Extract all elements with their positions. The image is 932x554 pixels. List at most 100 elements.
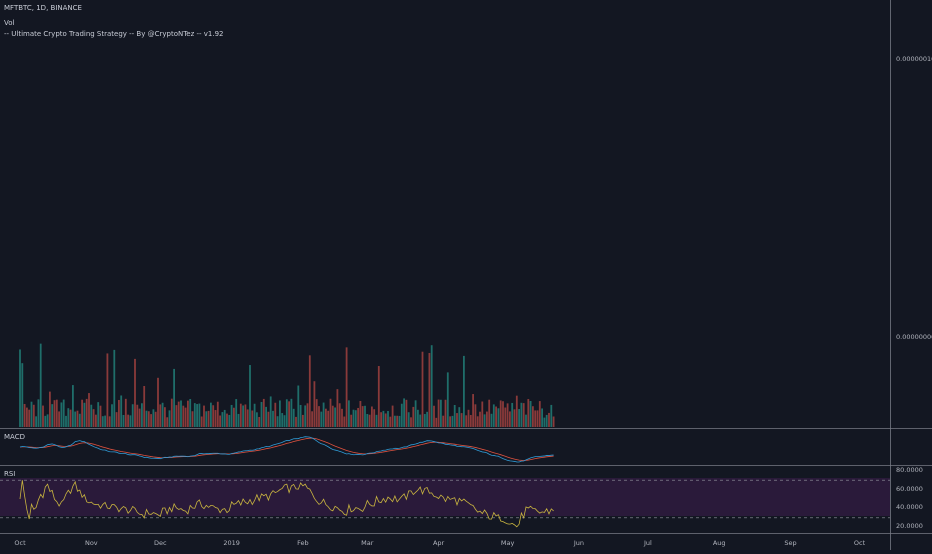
- volume-bar: [214, 410, 217, 427]
- volume-bar: [453, 404, 456, 427]
- volume-bar: [302, 414, 304, 427]
- volume-bar: [223, 409, 226, 427]
- volume-bar: [532, 406, 534, 427]
- volume-bar: [203, 405, 205, 427]
- volume-bar: [327, 410, 330, 427]
- volume-bar: [456, 413, 458, 427]
- volume-bar: [419, 414, 422, 427]
- volume-bar: [403, 398, 405, 427]
- volume-bar: [389, 416, 392, 427]
- volume-bar: [198, 403, 201, 427]
- volume-bar: [304, 405, 307, 427]
- volume-bar: [382, 410, 385, 427]
- volume-bar: [189, 399, 192, 427]
- volume-bar: [548, 412, 550, 427]
- volume-bar: [313, 381, 316, 427]
- volume-bar: [417, 409, 419, 427]
- volume-bar: [196, 404, 198, 427]
- volume-bar: [285, 399, 288, 427]
- volume-bar: [483, 414, 486, 427]
- volume-bar: [384, 413, 387, 427]
- x-tick-label: Jul: [643, 539, 652, 547]
- volume-bar: [251, 410, 254, 427]
- volume-bar: [509, 411, 511, 427]
- volume-bar: [267, 411, 270, 427]
- volume-bar: [467, 409, 470, 427]
- volume-bar: [193, 403, 196, 427]
- volume-bar: [338, 403, 341, 427]
- volume-bar: [426, 411, 428, 427]
- volume-bar: [90, 404, 93, 427]
- y-tick-label: 0.00000010: [896, 55, 932, 64]
- volume-bar: [481, 401, 484, 427]
- volume-bar: [166, 417, 169, 427]
- volume-bar: [412, 406, 415, 427]
- volume-bar: [329, 398, 332, 427]
- macd-line: [19, 436, 554, 463]
- volume-bar: [421, 351, 424, 427]
- volume-bar: [435, 417, 438, 427]
- x-tick-label: May: [500, 539, 515, 547]
- volume-bar: [49, 391, 51, 427]
- volume-bar: [200, 416, 203, 427]
- volume-bar: [460, 413, 463, 427]
- volume-bar: [414, 400, 417, 427]
- volume-bar: [336, 389, 339, 427]
- volume-bar: [265, 406, 267, 427]
- volume-bar: [331, 405, 334, 427]
- volume-bar: [58, 411, 60, 427]
- volume-bar: [428, 353, 431, 427]
- volume-bar: [515, 395, 518, 427]
- volume-bar: [497, 408, 500, 427]
- volume-bar: [173, 368, 175, 427]
- volume-bar: [538, 401, 541, 427]
- volume-bar: [226, 413, 228, 427]
- volume-bar: [164, 407, 166, 427]
- volume-bar: [536, 410, 539, 427]
- volume-bar: [541, 408, 543, 427]
- volume-bar: [182, 405, 185, 427]
- volume-bar: [380, 412, 382, 427]
- volume-bar: [527, 399, 530, 427]
- volume-bar: [131, 404, 134, 427]
- volume-bar: [442, 415, 445, 427]
- x-tick-label: Dec: [154, 539, 167, 547]
- volume-bar: [311, 411, 313, 427]
- volume-bar: [191, 411, 194, 427]
- volume-bar: [437, 399, 440, 427]
- volume-bar: [511, 402, 514, 427]
- volume-bar: [42, 405, 44, 427]
- rsi-line: [19, 480, 554, 528]
- volume-bar: [170, 398, 173, 427]
- volume-bar: [113, 349, 116, 427]
- volume-bar: [350, 414, 353, 427]
- volume-bar: [152, 409, 155, 427]
- x-tick-label: Aug: [712, 539, 726, 547]
- volume-bar: [207, 410, 210, 427]
- volume-bar: [118, 399, 120, 427]
- volume-bar: [177, 401, 180, 427]
- volume-bar: [246, 409, 249, 427]
- volume-bar: [124, 398, 127, 427]
- volume-bar: [99, 405, 102, 427]
- volume-bar: [272, 410, 274, 427]
- volume-bar: [92, 409, 95, 427]
- volume-bar: [244, 404, 247, 427]
- volume-bar: [101, 416, 104, 427]
- volume-bar: [423, 414, 426, 427]
- volume-bar: [159, 404, 162, 427]
- volume-bar: [359, 400, 362, 427]
- volume-bar: [97, 402, 100, 427]
- strategy-title: -- Ultimate Crypto Trading Strategy -- B…: [4, 30, 224, 38]
- volume-bar: [433, 405, 435, 427]
- volume-bar: [410, 417, 412, 427]
- volume-bar: [394, 415, 396, 427]
- volume-bar: [479, 411, 481, 427]
- volume-bar: [405, 399, 408, 427]
- volume-bar: [143, 385, 146, 427]
- volume-bar: [46, 414, 49, 427]
- volume-bar: [78, 413, 81, 427]
- volume-bar: [239, 403, 242, 427]
